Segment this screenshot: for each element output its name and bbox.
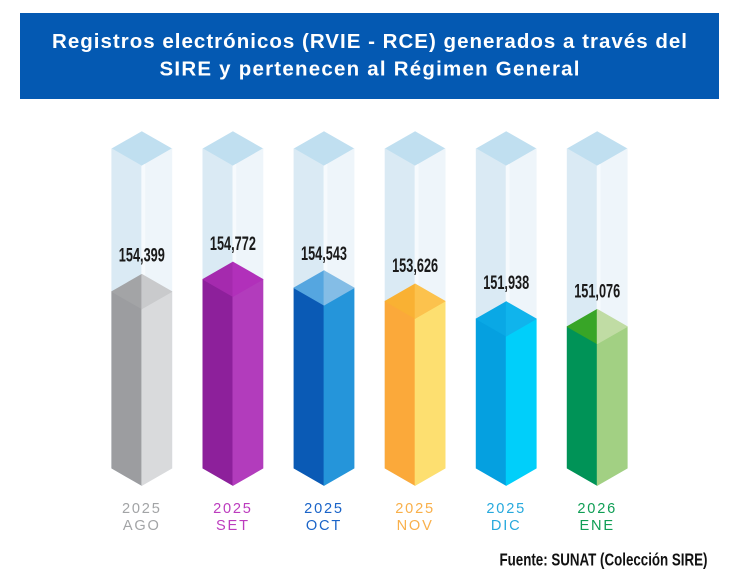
svg-text:154,772: 154,772 xyxy=(210,233,256,255)
svg-text:SET: SET xyxy=(216,518,250,534)
svg-text:Registros electrónicos (RVIE -: Registros electrónicos (RVIE - RCE) gene… xyxy=(52,30,687,53)
svg-text:154,399: 154,399 xyxy=(119,245,165,267)
svg-text:DIC: DIC xyxy=(491,518,522,534)
svg-text:2025: 2025 xyxy=(304,501,344,517)
svg-text:2025: 2025 xyxy=(122,501,162,517)
svg-text:SIRE y pertenecen al Régimen G: SIRE y pertenecen al Régimen General xyxy=(160,58,580,81)
svg-text:2025: 2025 xyxy=(395,501,435,517)
svg-text:ENE: ENE xyxy=(579,518,614,534)
svg-text:153,626: 153,626 xyxy=(392,255,438,277)
svg-text:151,076: 151,076 xyxy=(574,281,620,303)
svg-text:NOV: NOV xyxy=(397,518,434,534)
svg-text:Fuente: SUNAT (Colección SIRE): Fuente: SUNAT (Colección SIRE) xyxy=(500,550,708,570)
svg-text:154,543: 154,543 xyxy=(301,243,347,265)
svg-text:2025: 2025 xyxy=(213,501,253,517)
svg-text:151,938: 151,938 xyxy=(483,272,529,294)
svg-text:2026: 2026 xyxy=(577,501,617,517)
svg-text:2025: 2025 xyxy=(486,501,526,517)
svg-text:AGO: AGO xyxy=(123,518,161,534)
svg-text:OCT: OCT xyxy=(306,518,342,534)
